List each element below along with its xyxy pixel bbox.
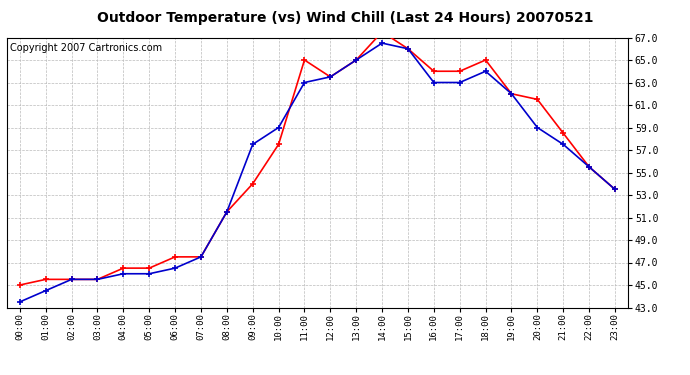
Text: Outdoor Temperature (vs) Wind Chill (Last 24 Hours) 20070521: Outdoor Temperature (vs) Wind Chill (Las… [97, 11, 593, 25]
Text: Copyright 2007 Cartronics.com: Copyright 2007 Cartronics.com [10, 43, 162, 53]
